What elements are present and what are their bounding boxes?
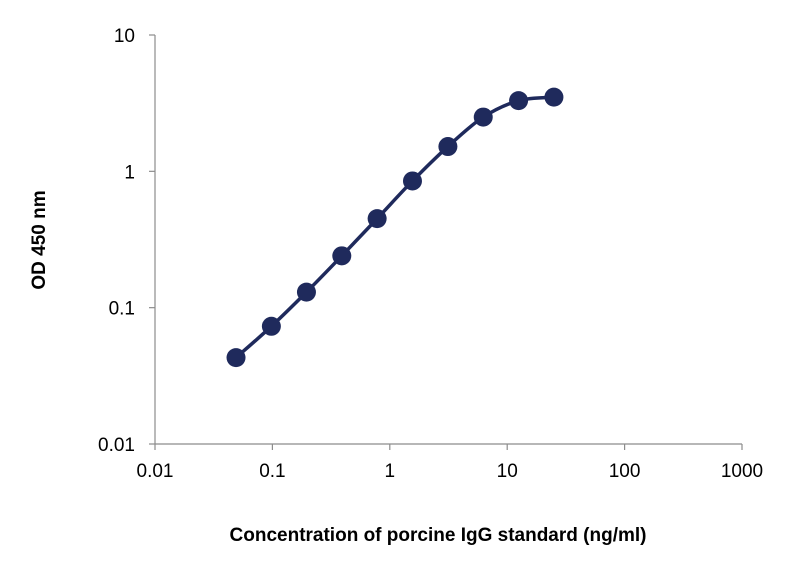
data-point <box>438 137 458 157</box>
data-point <box>332 246 352 266</box>
y-tick-label: 0.1 <box>109 299 135 320</box>
data-point <box>402 171 422 191</box>
x-tick-label: 1000 <box>721 461 763 482</box>
data-point <box>261 316 281 336</box>
x-ticks: 0.01 0.1 1 10 100 1000 <box>137 444 763 482</box>
x-tick-label: 10 <box>497 461 518 482</box>
data-point <box>544 87 564 107</box>
y-tick-label: 1 <box>124 162 135 183</box>
data-point <box>509 91 529 111</box>
x-tick-label: 0.01 <box>137 461 174 482</box>
axes: 0.01 0.1 1 10 100 1000 0.01 0.1 1 10 <box>98 26 763 482</box>
series-layer <box>226 87 564 368</box>
data-point <box>296 282 316 302</box>
x-tick-label: 0.1 <box>259 461 285 482</box>
data-point <box>473 107 493 127</box>
data-point <box>226 348 246 368</box>
x-tick-label: 1 <box>385 461 396 482</box>
x-axis-title: Concentration of porcine IgG standard (n… <box>230 525 647 546</box>
y-tick-label: 0.01 <box>98 435 135 456</box>
y-tick-label: 10 <box>114 26 135 47</box>
y-ticks: 0.01 0.1 1 10 <box>98 26 155 456</box>
y-axis-title: OD 450 nm <box>29 190 50 289</box>
x-tick-label: 100 <box>609 461 641 482</box>
series-line <box>234 95 555 359</box>
data-point <box>367 209 387 229</box>
